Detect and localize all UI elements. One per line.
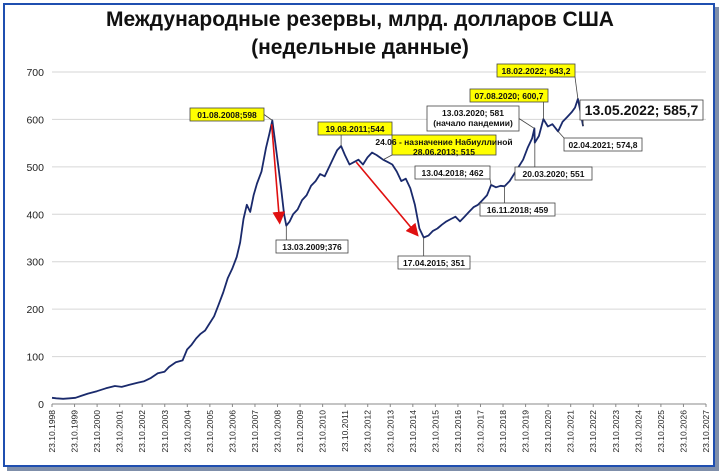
annotation-label: 24.06 - назначение Набиуллиной (375, 137, 512, 147)
annotation-label: 13.03.2009;376 (282, 242, 342, 252)
y-tick-label: 100 (26, 352, 44, 364)
annotation-label: 01.08.2008;598 (197, 110, 257, 120)
annotation-box (391, 134, 497, 156)
chart-title: Международные резервы, млрд. долларов СШ… (106, 8, 614, 31)
x-tick-label: 23.10.1998 (47, 410, 57, 453)
y-tick-label: 400 (26, 209, 44, 221)
x-tick-label: 23.10.2026 (678, 410, 688, 453)
annotation-label: 07.08.2020; 600,7 (474, 91, 543, 101)
annotations-layer: 01.08.2008;598 13.03.2009;376 19.08.2011;5… (189, 63, 704, 270)
x-tick-label: 23.10.2015 (430, 410, 440, 453)
annotation-box (514, 166, 593, 181)
y-tick-label: 700 (26, 67, 44, 79)
annotation-box (469, 88, 549, 103)
red-arrow (270, 124, 286, 225)
red-arrow (355, 161, 419, 237)
x-tick-label: 23.10.2011 (340, 410, 350, 452)
x-tick-label: 23.10.2002 (137, 410, 147, 453)
x-tick-label: 23.10.2014 (408, 410, 418, 453)
annotation-label: (начало пандемии) (433, 118, 513, 128)
annotation-label: 19.08.2011;544 (325, 124, 384, 134)
x-tick-label: 23.10.2001 (115, 410, 125, 453)
annotation-label: 16.11.2018; 459 (487, 205, 549, 215)
series-layer (51, 98, 584, 400)
annotation-box (414, 165, 491, 180)
annotation-leader (557, 131, 565, 139)
annotation-leader (263, 114, 273, 121)
annotation-label: 18.02.2022; 643,2 (501, 66, 570, 76)
x-tick-label: 23.10.2025 (656, 410, 666, 453)
x-tick-label: 23.10.2022 (588, 410, 598, 453)
annotation-label: 28.06.2013; 515 (413, 147, 475, 157)
annotation-box (479, 202, 556, 217)
x-tick-label: 23.10.2013 (385, 410, 395, 453)
annotation-label: 13.04.2018; 462 (422, 168, 484, 178)
y-tick-label: 600 (26, 114, 44, 126)
x-tick-label: 23.10.2018 (498, 410, 508, 453)
annotation-leader (489, 178, 492, 185)
y-tick-label: 300 (26, 257, 44, 269)
x-tick-label: 23.10.2023 (611, 410, 621, 453)
x-tick-label: 23.10.2019 (521, 410, 531, 453)
annotation-label: 13.05.2022; 585,7 (585, 102, 699, 118)
x-tick-label: 23.10.2021 (566, 410, 576, 453)
annotation-leader (574, 76, 579, 99)
annotation-leader (382, 154, 393, 161)
annotation-box (496, 63, 576, 78)
x-tick-label: 23.10.2005 (205, 410, 215, 453)
x-tick-label: 23.10.2012 (363, 410, 373, 453)
annotation-label: 20.03.2020; 551 (523, 169, 585, 179)
annotation-box (397, 255, 471, 270)
arrows-layer (270, 124, 419, 237)
x-tick-label: 23.10.2003 (160, 410, 170, 453)
x-tick-label: 23.10.2007 (250, 410, 260, 453)
x-tick-label: 23.10.1999 (70, 410, 80, 453)
x-tick-label: 23.10.2020 (543, 410, 553, 453)
y-tick-label: 200 (26, 304, 44, 316)
axes: 0 100 200 300 400 500 600 700 23.10.1998 23.10.19… (26, 67, 711, 453)
x-tick-label: 23.10.2027 (701, 410, 711, 453)
annotation-box (426, 105, 520, 132)
x-tick-label: 23.10.2017 (475, 410, 485, 453)
annotation-box (579, 99, 704, 121)
annotation-label: 17.04.2015; 351 (403, 258, 465, 268)
annotation-box (189, 107, 265, 122)
y-tick-label: 500 (26, 162, 44, 174)
x-tick-label: 23.10.2024 (633, 410, 643, 453)
x-tick-label: 23.10.2009 (295, 410, 305, 453)
annotation-box (317, 121, 393, 136)
x-tick-label: 23.10.2010 (318, 410, 328, 453)
x-tick-label: 23.10.2004 (182, 410, 192, 453)
y-tick-label: 0 (38, 399, 44, 411)
x-tick-label: 23.10.2016 (453, 410, 463, 453)
x-tick-label: 23.10.2008 (273, 410, 283, 453)
annotation-label: 13.03.2020; 581 (442, 108, 504, 118)
annotation-label: 02.04.2021; 574,8 (568, 140, 637, 150)
chart-subtitle: (недельные данные) (251, 36, 469, 59)
reserves-line (51, 98, 584, 400)
annotation-box (275, 239, 349, 254)
x-tick-label: 23.10.2006 (227, 410, 237, 453)
chart-frame (3, 3, 715, 467)
annotation-box (563, 137, 643, 152)
x-tick-label: 23.10.2000 (92, 410, 102, 453)
annotation-leader (518, 118, 535, 129)
